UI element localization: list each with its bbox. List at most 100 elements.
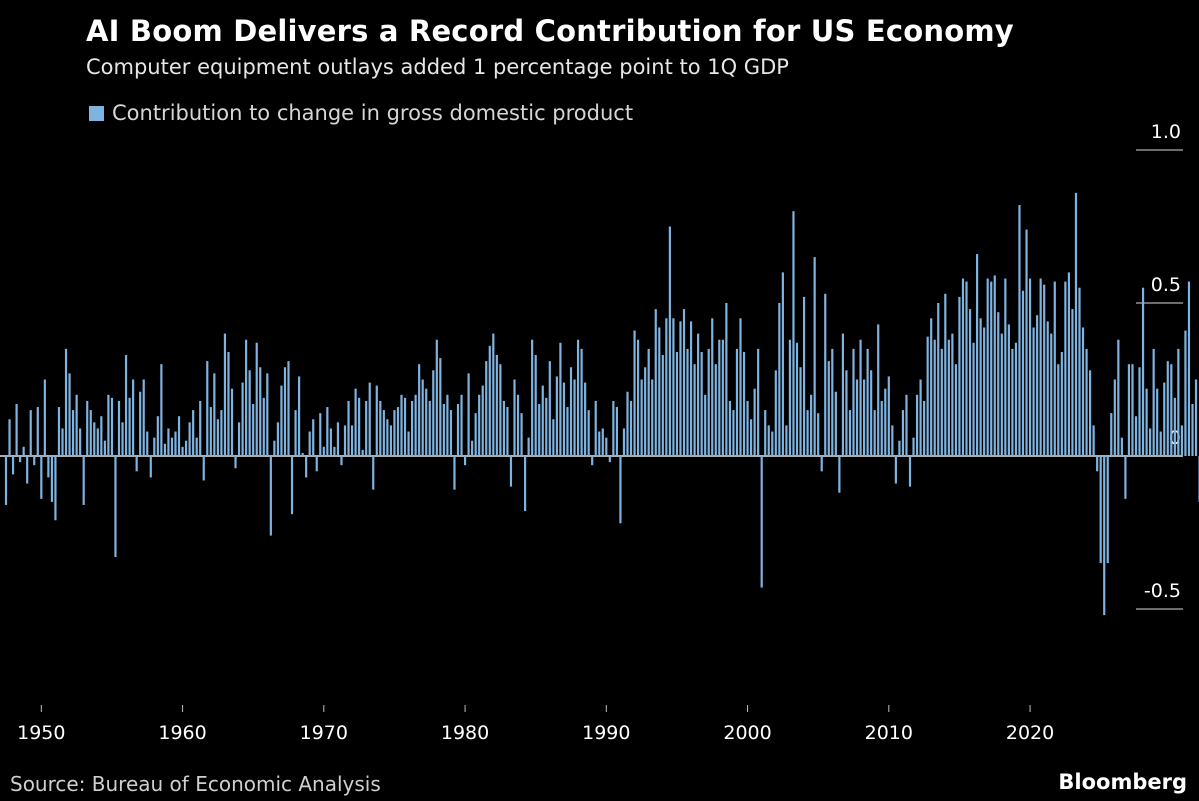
- bar: [453, 456, 456, 490]
- bar: [700, 351, 703, 456]
- bar: [280, 385, 283, 456]
- bar: [704, 394, 707, 456]
- bar: [216, 419, 219, 456]
- bar: [923, 400, 926, 456]
- x-tick-label: 2000: [723, 722, 771, 744]
- bar: [622, 428, 626, 456]
- bar: [375, 385, 378, 456]
- bar: [54, 456, 57, 521]
- bar: [693, 364, 696, 456]
- bar: [774, 370, 777, 456]
- bar: [827, 361, 830, 456]
- bar: [820, 456, 823, 472]
- bar: [548, 361, 551, 456]
- bar: [728, 400, 732, 456]
- bar: [1000, 333, 1003, 456]
- bar: [764, 410, 767, 456]
- bar: [382, 410, 385, 456]
- bar: [894, 456, 897, 484]
- bar: [841, 333, 845, 456]
- bar: [852, 348, 855, 456]
- bar: [1124, 456, 1127, 499]
- bar: [739, 318, 742, 456]
- bar: [862, 379, 866, 456]
- bar: [905, 394, 908, 456]
- bar: [753, 388, 756, 456]
- bar: [742, 351, 746, 456]
- bar: [573, 379, 576, 456]
- bar: [19, 456, 22, 463]
- bar: [1173, 397, 1176, 456]
- bar: [40, 456, 43, 499]
- bar: [283, 367, 287, 456]
- bar: [636, 339, 640, 456]
- bar: [400, 394, 403, 456]
- bar: [163, 443, 167, 456]
- bar: [817, 413, 820, 456]
- bar: [824, 293, 827, 456]
- bar: [725, 303, 728, 456]
- bar: [22, 446, 25, 456]
- bar: [1106, 456, 1109, 564]
- bar: [485, 361, 488, 456]
- bar: [915, 394, 919, 456]
- bar: [1113, 379, 1116, 456]
- bar: [234, 456, 237, 469]
- bar: [1141, 287, 1145, 456]
- bar: [107, 394, 110, 456]
- bar: [227, 351, 230, 456]
- bar: [926, 336, 929, 456]
- bar: [944, 293, 947, 456]
- bar: [170, 437, 174, 456]
- legend-swatch: [89, 105, 104, 121]
- bar: [177, 416, 181, 456]
- bar: [930, 318, 933, 456]
- bar: [121, 422, 124, 456]
- bar: [474, 413, 477, 456]
- bar: [79, 428, 82, 456]
- bar: [354, 388, 357, 456]
- bar: [1074, 192, 1078, 456]
- bar: [591, 456, 594, 466]
- bar: [269, 456, 272, 536]
- bar: [142, 379, 145, 456]
- bar: [866, 348, 869, 456]
- bar: [993, 275, 996, 456]
- bar: [326, 407, 329, 456]
- bar: [117, 400, 121, 456]
- bar: [682, 309, 686, 456]
- bar: [1081, 327, 1085, 456]
- bar: [61, 428, 64, 456]
- bar: [520, 413, 523, 456]
- bar: [114, 456, 117, 557]
- bar: [859, 339, 862, 456]
- bar: [947, 339, 950, 456]
- bar: [979, 318, 982, 456]
- bar: [1011, 348, 1014, 456]
- bar: [689, 321, 693, 456]
- bar: [110, 397, 114, 456]
- x-tick-label: 2020: [1006, 722, 1054, 744]
- bar: [806, 410, 809, 456]
- bar: [160, 364, 163, 456]
- bar: [1039, 278, 1042, 456]
- bar: [26, 456, 29, 484]
- bar: [439, 358, 442, 456]
- bar: [297, 376, 301, 456]
- bar: [248, 370, 251, 456]
- bar: [802, 296, 806, 456]
- bar: [442, 403, 445, 456]
- bar: [471, 440, 474, 456]
- bar: [1067, 272, 1071, 456]
- bar: [488, 345, 491, 456]
- bar: [1194, 379, 1198, 456]
- bar: [594, 400, 597, 456]
- bar: [990, 281, 993, 456]
- bar: [1134, 416, 1138, 456]
- bar: [350, 425, 354, 456]
- bar: [654, 309, 657, 456]
- bar: [89, 410, 92, 456]
- bar: [1004, 278, 1007, 456]
- bar: [778, 303, 781, 456]
- bar: [746, 400, 749, 456]
